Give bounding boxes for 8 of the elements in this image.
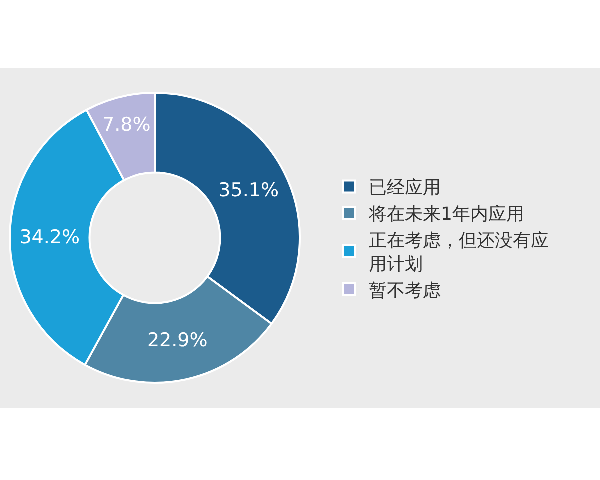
data-label: 35.1% [218, 180, 279, 202]
data-label: 7.8% [102, 114, 151, 136]
legend-label: 已经应用 [369, 178, 441, 199]
legend-label: 正在考虑，但还没有应用计划 [369, 230, 549, 275]
legend-label: 暂不考虑 [369, 280, 441, 302]
data-label: 34.2% [20, 226, 80, 248]
data-label: 22.9% [147, 330, 208, 352]
legend-label: 将在未来1年内应用 [368, 204, 524, 226]
